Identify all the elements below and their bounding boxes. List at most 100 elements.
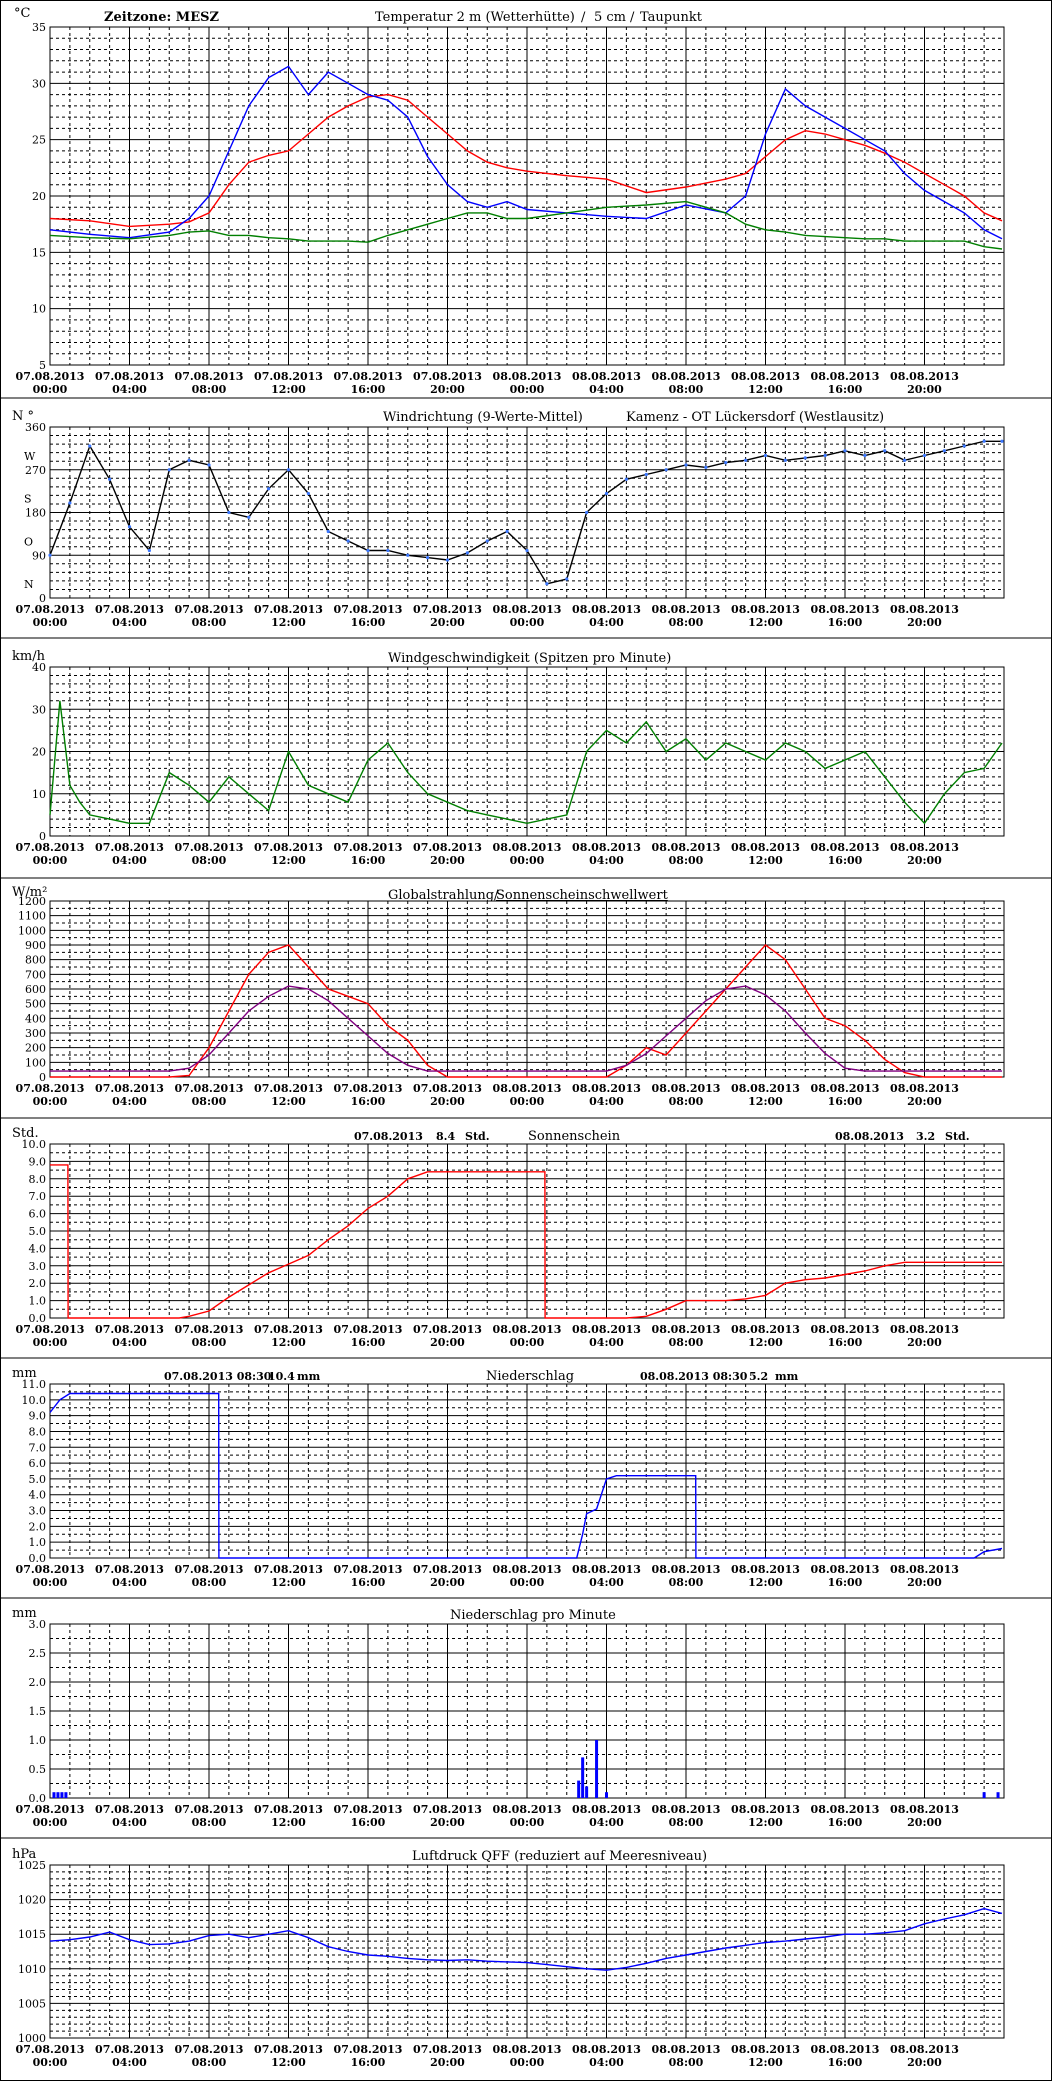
y-tick-label: 1015: [18, 1928, 46, 1941]
y-tick-label: 1000: [18, 2032, 46, 2045]
sunshine-panel: 0.0 1.0 2.0 3.0 4.0 5.0 6.0 7.0 8.0 9.0 10.0 07.08.…: [12, 1126, 1005, 1349]
x-tick-date: 08.08.2013: [811, 841, 880, 854]
winddir-point: [88, 444, 92, 448]
x-tick-date: 08.08.2013: [731, 603, 800, 616]
x-tick-time: 16:00: [828, 854, 863, 867]
precip-minute-bar: [52, 1792, 56, 1798]
winddir-point: [286, 468, 291, 472]
day2-label: 08.08.2013: [835, 1130, 904, 1143]
x-tick-date: 07.08.2013: [254, 1803, 323, 1816]
x-tick-time: 20:00: [430, 383, 465, 396]
x-tick-time: 04:00: [589, 616, 624, 629]
y-tick-label: 40: [32, 661, 46, 674]
x-tick-time: 08:00: [669, 1816, 704, 1829]
x-tick-time: 16:00: [828, 1095, 863, 1108]
y-tick-label: 0.0: [29, 1792, 47, 1805]
x-tick-date: 08.08.2013: [572, 1082, 641, 1095]
x-tick-time: 12:00: [271, 383, 306, 396]
y-tick-label: 8.0: [29, 1425, 47, 1438]
y-tick-label: 700: [25, 968, 46, 981]
x-tick-time: 00:00: [510, 854, 545, 867]
winddir-point: [247, 515, 251, 519]
x-tick-date: 08.08.2013: [493, 2043, 562, 2056]
y-tick-label: 0.0: [29, 1312, 47, 1325]
x-tick-time: 12:00: [271, 854, 306, 867]
x-tick-time: 04:00: [589, 2056, 624, 2069]
day1-value: 10.4: [268, 1370, 295, 1383]
y-tick-label: 500: [25, 998, 46, 1011]
winddir-point: [386, 548, 390, 553]
plot-frame: [49, 1623, 1005, 1799]
y-tick-label: 6.0: [29, 1457, 47, 1470]
x-tick-date: 08.08.2013: [811, 1323, 880, 1336]
unit-label: mm: [12, 1366, 37, 1381]
y-tick-label: 300: [25, 1027, 46, 1040]
x-tick-time: 08:00: [669, 383, 704, 396]
x-tick-time: 12:00: [748, 854, 783, 867]
x-tick-date: 08.08.2013: [493, 1082, 562, 1095]
x-tick-time: 16:00: [351, 854, 386, 867]
compass-label: W: [24, 450, 36, 463]
x-tick-time: 04:00: [589, 1336, 624, 1349]
x-tick-time: 08:00: [669, 616, 704, 629]
y-tick-label: 3.0: [29, 1505, 47, 1518]
x-tick-date: 08.08.2013: [890, 1082, 959, 1095]
unit-label: km/h: [12, 649, 46, 664]
x-tick-date: 07.08.2013: [413, 603, 482, 616]
y-tick-label: 2.0: [29, 1676, 47, 1689]
y-tick-label: 1.5: [29, 1705, 47, 1718]
x-tick-time: 04:00: [589, 1816, 624, 1829]
compass-label: O: [24, 535, 33, 548]
x-tick-date: 08.08.2013: [493, 1323, 562, 1336]
x-tick-time: 16:00: [351, 2056, 386, 2069]
winddir-point: [903, 458, 907, 462]
sunshine-title: Sonnenschein: [528, 1129, 621, 1144]
timezone-label: Zeitzone: MESZ: [104, 10, 219, 25]
x-tick-date: 07.08.2013: [413, 370, 482, 383]
x-tick-time: 20:00: [430, 1095, 465, 1108]
windspeed-title: Windgeschwindigkeit (Spitzen pro Minute): [388, 651, 671, 666]
x-tick-time: 20:00: [907, 2056, 942, 2069]
winddir-point: [684, 463, 688, 467]
radiation-series-line: [50, 985, 1002, 1072]
precip-title: Niederschlag: [486, 1369, 574, 1384]
pressure-title: Luftdruck QFF (reduziert auf Meeresnivea…: [412, 1849, 707, 1864]
y-tick-label: 3.0: [29, 1618, 47, 1631]
winddir-point: [803, 456, 807, 460]
winddir-point: [962, 444, 966, 448]
x-tick-date: 07.08.2013: [16, 1563, 85, 1576]
precip-series-line: [49, 1392, 1003, 1559]
y-tick-label: 200: [25, 1042, 46, 1055]
x-tick-time: 12:00: [271, 1816, 306, 1829]
x-tick-time: 12:00: [271, 616, 306, 629]
x-tick-time: 04:00: [112, 1816, 147, 1829]
winddir-point: [505, 529, 509, 534]
x-tick-date: 07.08.2013: [95, 1563, 164, 1576]
x-tick-time: 20:00: [430, 854, 465, 867]
plot-frame: [49, 666, 1005, 837]
y-tick-label: 9.0: [29, 1155, 47, 1168]
x-tick-time: 16:00: [828, 1816, 863, 1829]
y-tick-label: 2.5: [29, 1647, 47, 1660]
x-tick-time: 20:00: [430, 1816, 465, 1829]
x-tick-time: 04:00: [589, 1576, 624, 1589]
x-tick-date: 08.08.2013: [890, 2043, 959, 2056]
day2-value: 5.2: [749, 1370, 768, 1383]
x-tick-time: 16:00: [351, 1336, 386, 1349]
y-tick-label: 1.0: [29, 1295, 47, 1308]
x-tick-date: 07.08.2013: [254, 603, 323, 616]
x-tick-time: 08:00: [192, 616, 227, 629]
x-tick-time: 16:00: [351, 1816, 386, 1829]
day2-value: 3.2: [916, 1130, 935, 1143]
y-tick-label: 25: [32, 134, 46, 147]
y-tick-label: 30: [32, 703, 46, 716]
x-tick-time: 16:00: [828, 1576, 863, 1589]
y-tick-label: 0: [39, 1071, 46, 1084]
winddir-point: [366, 548, 370, 553]
winddir-point: [127, 525, 132, 529]
y-tick-label: 0.5: [29, 1763, 47, 1776]
x-tick-date: 07.08.2013: [16, 841, 85, 854]
precip-minute-bar: [595, 1740, 599, 1798]
x-tick-time: 20:00: [907, 616, 942, 629]
x-tick-date: 07.08.2013: [95, 1323, 164, 1336]
